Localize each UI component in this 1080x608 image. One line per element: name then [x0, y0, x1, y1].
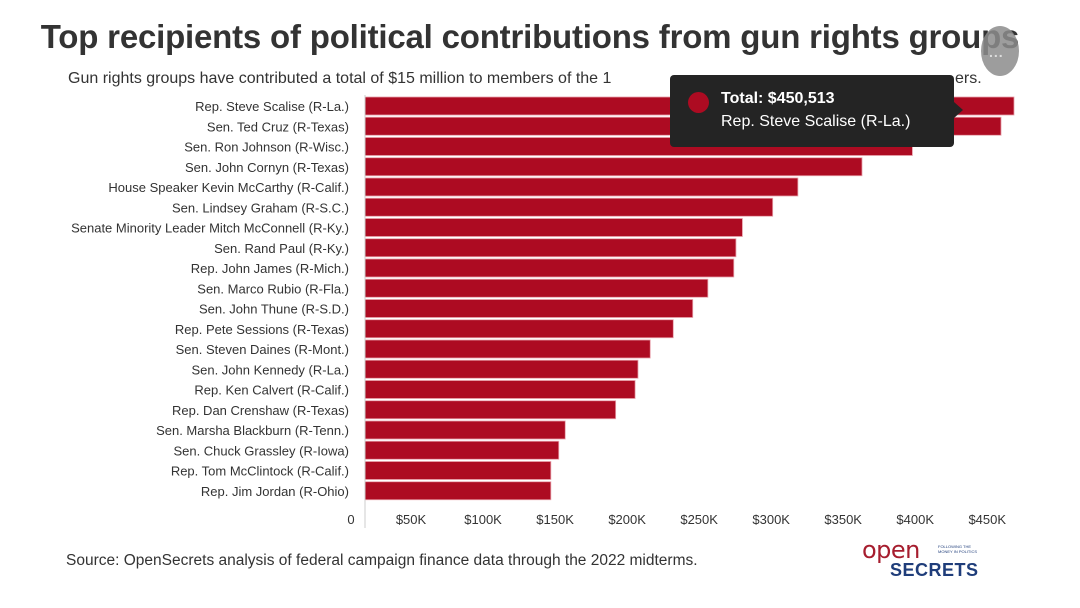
ellipsis-icon: ... — [989, 44, 1004, 60]
x-tick-label: $100K — [464, 512, 502, 527]
logo-secrets-text: SECRETS — [890, 560, 979, 580]
category-label: Sen. John Cornyn (R-Texas) — [185, 160, 349, 175]
category-label: Sen. Ron Johnson (R-Wisc.) — [184, 140, 349, 155]
x-tick-label: $300K — [752, 512, 790, 527]
x-tick-label: $350K — [824, 512, 862, 527]
category-label: Sen. Marco Rubio (R-Fla.) — [197, 281, 349, 296]
category-label: House Speaker Kevin McCarthy (R-Calif.) — [108, 180, 349, 195]
chart-subtitle-end: ers. — [955, 70, 982, 87]
bar[interactable] — [364, 238, 737, 258]
x-axis-ticks: 0 $50K $100K $150K $200K $250K $300K $350K $400K… — [347, 512, 1006, 527]
chart-subtitle: Gun rights groups have contributed a tot… — [68, 70, 612, 87]
category-label: Rep. John James (R-Mich.) — [191, 261, 349, 276]
bar[interactable] — [364, 380, 636, 399]
category-label: Sen. Lindsey Graham (R-S.C.) — [172, 200, 349, 215]
x-tick-label: $450K — [968, 512, 1006, 527]
category-label: Sen. Chuck Grassley (R-Iowa) — [173, 443, 349, 458]
category-label: Sen. Marsha Blackburn (R-Tenn.) — [156, 423, 349, 438]
category-label: Rep. Dan Crenshaw (R-Texas) — [172, 403, 349, 418]
bar[interactable] — [364, 481, 552, 501]
bar[interactable] — [364, 177, 799, 197]
x-tick-label: $200K — [608, 512, 646, 527]
x-tick-label: $250K — [680, 512, 718, 527]
chart-title: Top recipients of political contribution… — [40, 18, 1020, 55]
category-label: Senate Minority Leader Mitch McConnell (… — [71, 221, 349, 236]
bar[interactable] — [364, 461, 552, 480]
bars-group — [364, 96, 1015, 501]
tooltip-name: Rep. Steve Scalise (R-La.) — [721, 113, 911, 130]
category-label: Rep. Tom McClintock (R-Calif.) — [171, 464, 349, 479]
category-labels: Rep. Steve Scalise (R-La.) Sen. Ted Cruz … — [71, 99, 349, 499]
bar[interactable] — [364, 258, 735, 278]
logo-tagline: FOLLOWING THE MONEY IN POLITICS — [938, 544, 978, 554]
category-label: Sen. Ted Cruz (R-Texas) — [207, 119, 349, 134]
category-label: Rep. Jim Jordan (R-Ohio) — [201, 484, 349, 499]
bar[interactable] — [364, 157, 863, 177]
bar[interactable] — [364, 440, 560, 460]
series-color-dot-icon — [688, 92, 709, 113]
bar[interactable] — [364, 339, 651, 359]
bar[interactable] — [364, 319, 674, 339]
opensecrets-logo[interactable]: open FOLLOWING THE MONEY IN POLITICS SEC… — [860, 536, 990, 586]
x-tick-label: $50K — [396, 512, 427, 527]
category-label: Rep. Steve Scalise (R-La.) — [195, 99, 349, 114]
bar[interactable] — [364, 218, 743, 237]
chart-menu-button[interactable]: ... — [981, 26, 1019, 76]
x-tick-label: $150K — [536, 512, 574, 527]
bar[interactable] — [364, 400, 617, 420]
bar[interactable] — [364, 278, 709, 298]
category-label: Sen. Rand Paul (R-Ky.) — [214, 241, 349, 256]
category-label: Sen. Steven Daines (R-Mont.) — [176, 342, 349, 357]
logo-open-text: open — [862, 536, 920, 564]
tooltip-total: Total: $450,513 — [721, 90, 835, 107]
category-label: Sen. John Kennedy (R-La.) — [191, 362, 349, 377]
bar[interactable] — [364, 299, 694, 318]
bar[interactable] — [364, 420, 566, 440]
tooltip: Total: $450,513 Rep. Steve Scalise (R-La… — [670, 75, 963, 147]
category-label: Rep. Pete Sessions (R-Texas) — [175, 322, 349, 337]
bar[interactable] — [364, 197, 774, 217]
category-label: Sen. John Thune (R-S.D.) — [199, 302, 349, 317]
bar[interactable] — [364, 359, 639, 379]
category-label: Rep. Ken Calvert (R-Calif.) — [194, 383, 349, 398]
source-note: Source: OpenSecrets analysis of federal … — [66, 552, 698, 569]
x-tick-label: 0 — [347, 512, 354, 527]
x-tick-label: $400K — [896, 512, 934, 527]
